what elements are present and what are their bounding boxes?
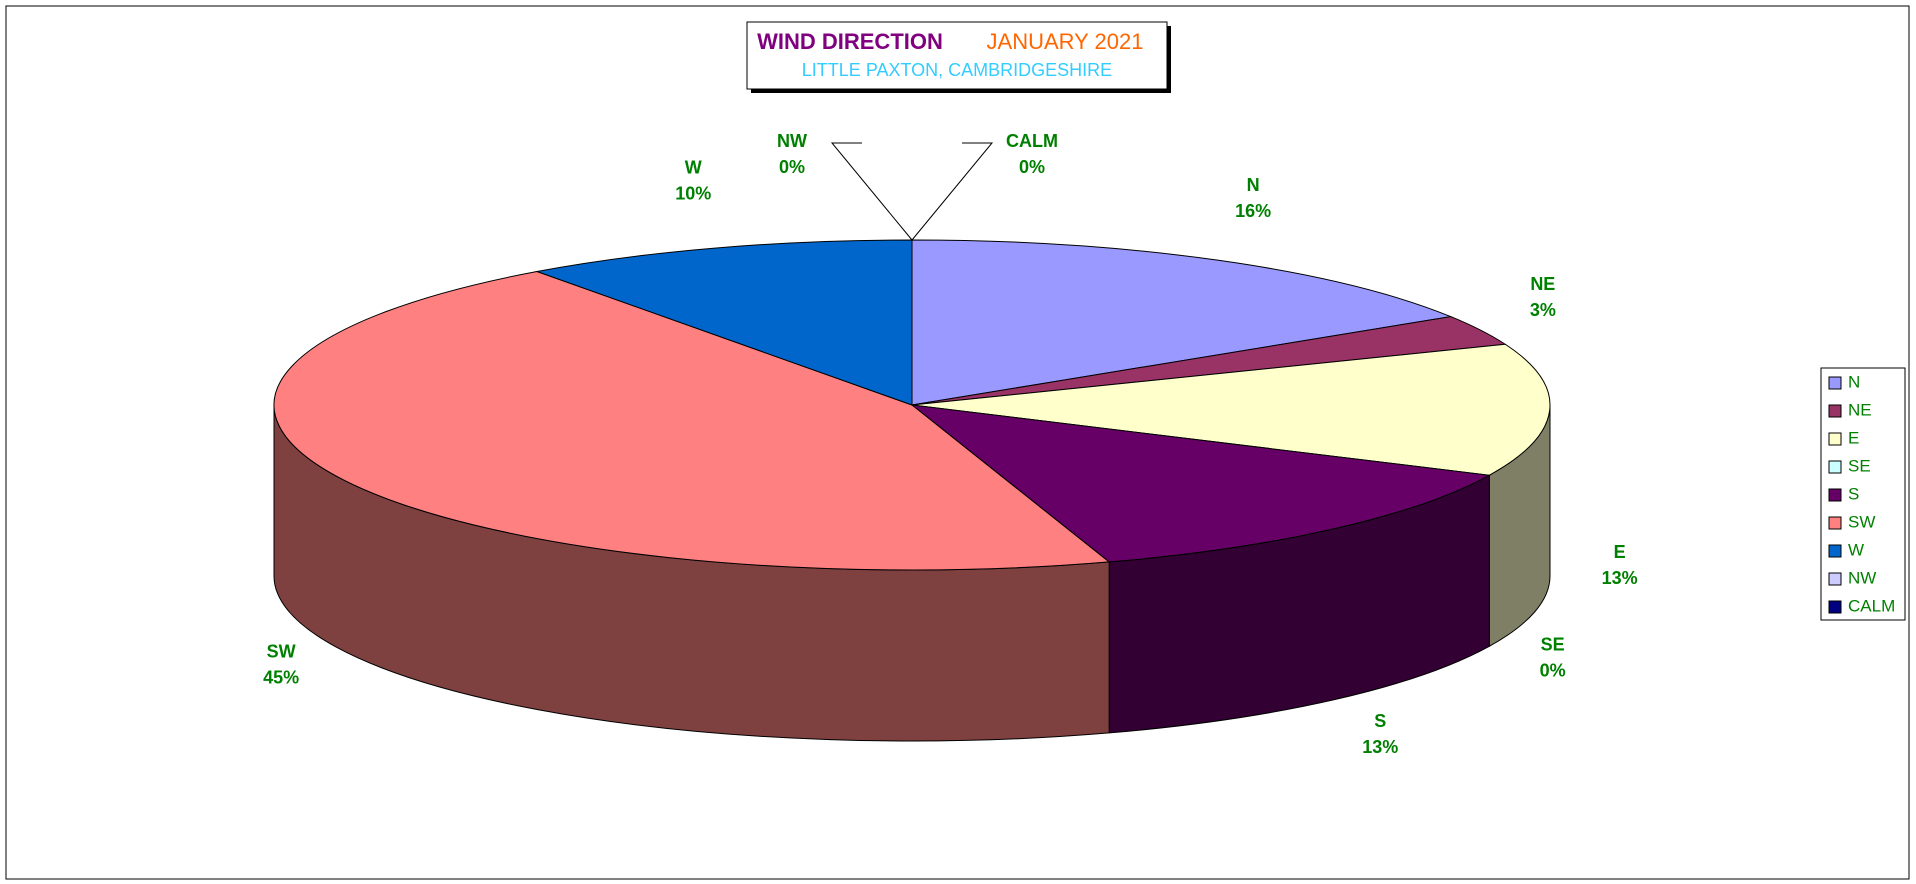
pie-top	[273, 270, 1111, 571]
legend-label: NW	[1848, 568, 1876, 587]
data-label-value: 45%	[263, 667, 299, 687]
pie-slice	[535, 239, 913, 406]
leader-line	[911, 142, 994, 241]
data-label-name: E	[1614, 542, 1626, 562]
legend-swatch	[1828, 460, 1842, 474]
pie-top	[911, 239, 1453, 406]
legend-swatch	[1828, 404, 1842, 418]
pie-top	[910, 404, 1491, 563]
data-label-value: 13%	[1362, 737, 1398, 757]
data-label-name: SE	[1541, 635, 1565, 655]
data-label-value: 13%	[1602, 568, 1638, 588]
data-label-name: SW	[267, 641, 296, 661]
data-label-name: W	[685, 157, 702, 177]
data-label-value: 3%	[1530, 300, 1556, 320]
pie-slice	[911, 239, 1453, 406]
pie-slice	[273, 270, 1111, 742]
data-label-name: CALM	[1006, 131, 1058, 151]
legend-swatch	[1828, 432, 1842, 446]
data-label-name: NW	[777, 131, 807, 151]
legend-label: SE	[1848, 456, 1871, 475]
data-label-name: NE	[1530, 274, 1555, 294]
chart-subtitle: LITTLE PAXTON, CAMBRIDGESHIRE	[802, 60, 1112, 80]
pie-top	[535, 239, 913, 406]
legend-swatch	[1828, 600, 1842, 614]
chart-date: JANUARY 2021	[987, 29, 1144, 54]
legend-label: CALM	[1848, 596, 1895, 615]
legend-label: W	[1848, 540, 1864, 559]
legend-swatch	[1828, 516, 1842, 530]
legend-label: E	[1848, 428, 1859, 447]
legend-label: S	[1848, 484, 1859, 503]
legend-swatch	[1828, 544, 1842, 558]
legend-label: NE	[1848, 400, 1872, 419]
pie-top	[911, 343, 1551, 476]
pie-slice	[911, 343, 1551, 648]
legend-label: SW	[1848, 512, 1875, 531]
data-label-value: 0%	[1540, 661, 1566, 681]
legend-swatch	[1828, 572, 1842, 586]
chart-title: WIND DIRECTION	[757, 29, 943, 54]
legend-swatch	[1828, 376, 1842, 390]
leader-line	[830, 142, 913, 241]
legend-swatch	[1828, 488, 1842, 502]
data-label-value: 0%	[779, 157, 805, 177]
pie-slice	[910, 404, 1491, 734]
data-label-value: 16%	[1235, 201, 1271, 221]
data-label-name: S	[1374, 711, 1386, 731]
legend-label: N	[1848, 372, 1860, 391]
data-label-value: 0%	[1019, 157, 1045, 177]
title-box	[746, 21, 1168, 90]
data-label-value: 10%	[675, 183, 711, 203]
data-label-name: N	[1247, 175, 1260, 195]
